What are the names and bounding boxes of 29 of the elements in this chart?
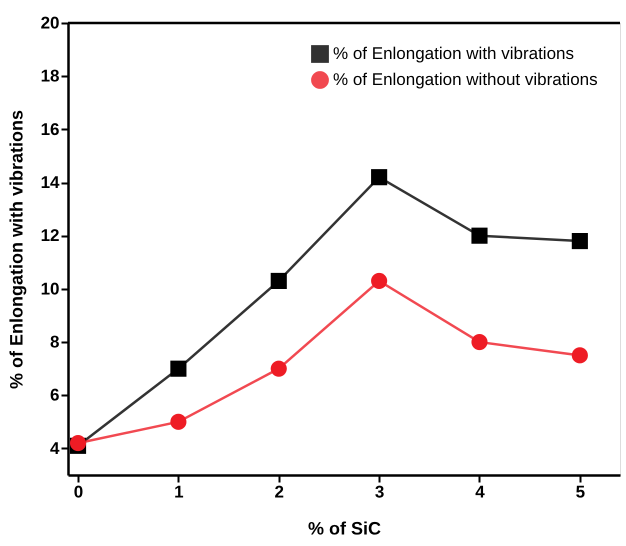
point: [471, 334, 488, 350]
x-tick-label: 2: [274, 482, 284, 502]
point: [270, 272, 287, 289]
x-tick-label: 0: [74, 482, 84, 502]
y-tick-label: 20: [40, 14, 60, 32]
y-axis-title: % of Enlongation with vibrations: [6, 110, 27, 389]
y-tick-label: 10: [40, 279, 60, 298]
point: [572, 232, 588, 250]
point: [170, 360, 186, 377]
y-tick-label: 4: [50, 438, 60, 458]
point: [471, 228, 488, 244]
point: [371, 169, 388, 186]
y-tick-label: 16: [40, 120, 60, 139]
y-tick-label: 12: [40, 226, 60, 246]
x-tick-label: 5: [576, 482, 586, 502]
y-tick-label: 8: [50, 332, 60, 352]
x-tick-label: 3: [374, 482, 384, 502]
y-tick-label: 14: [40, 173, 60, 192]
point: [170, 414, 186, 430]
point: [270, 360, 287, 377]
legend-label: % of Enlongation with vibrations: [333, 44, 574, 63]
x-tick-label: 1: [174, 482, 184, 502]
y-tick-label: 6: [50, 386, 60, 405]
y-tick-label: 18: [40, 66, 60, 86]
point: [371, 272, 388, 289]
x-axis-title: % of SiC: [308, 518, 382, 538]
x-tick-label: 4: [475, 482, 486, 502]
legend-label: % of Enlongation without vibrations: [333, 70, 598, 89]
point: [572, 347, 588, 364]
